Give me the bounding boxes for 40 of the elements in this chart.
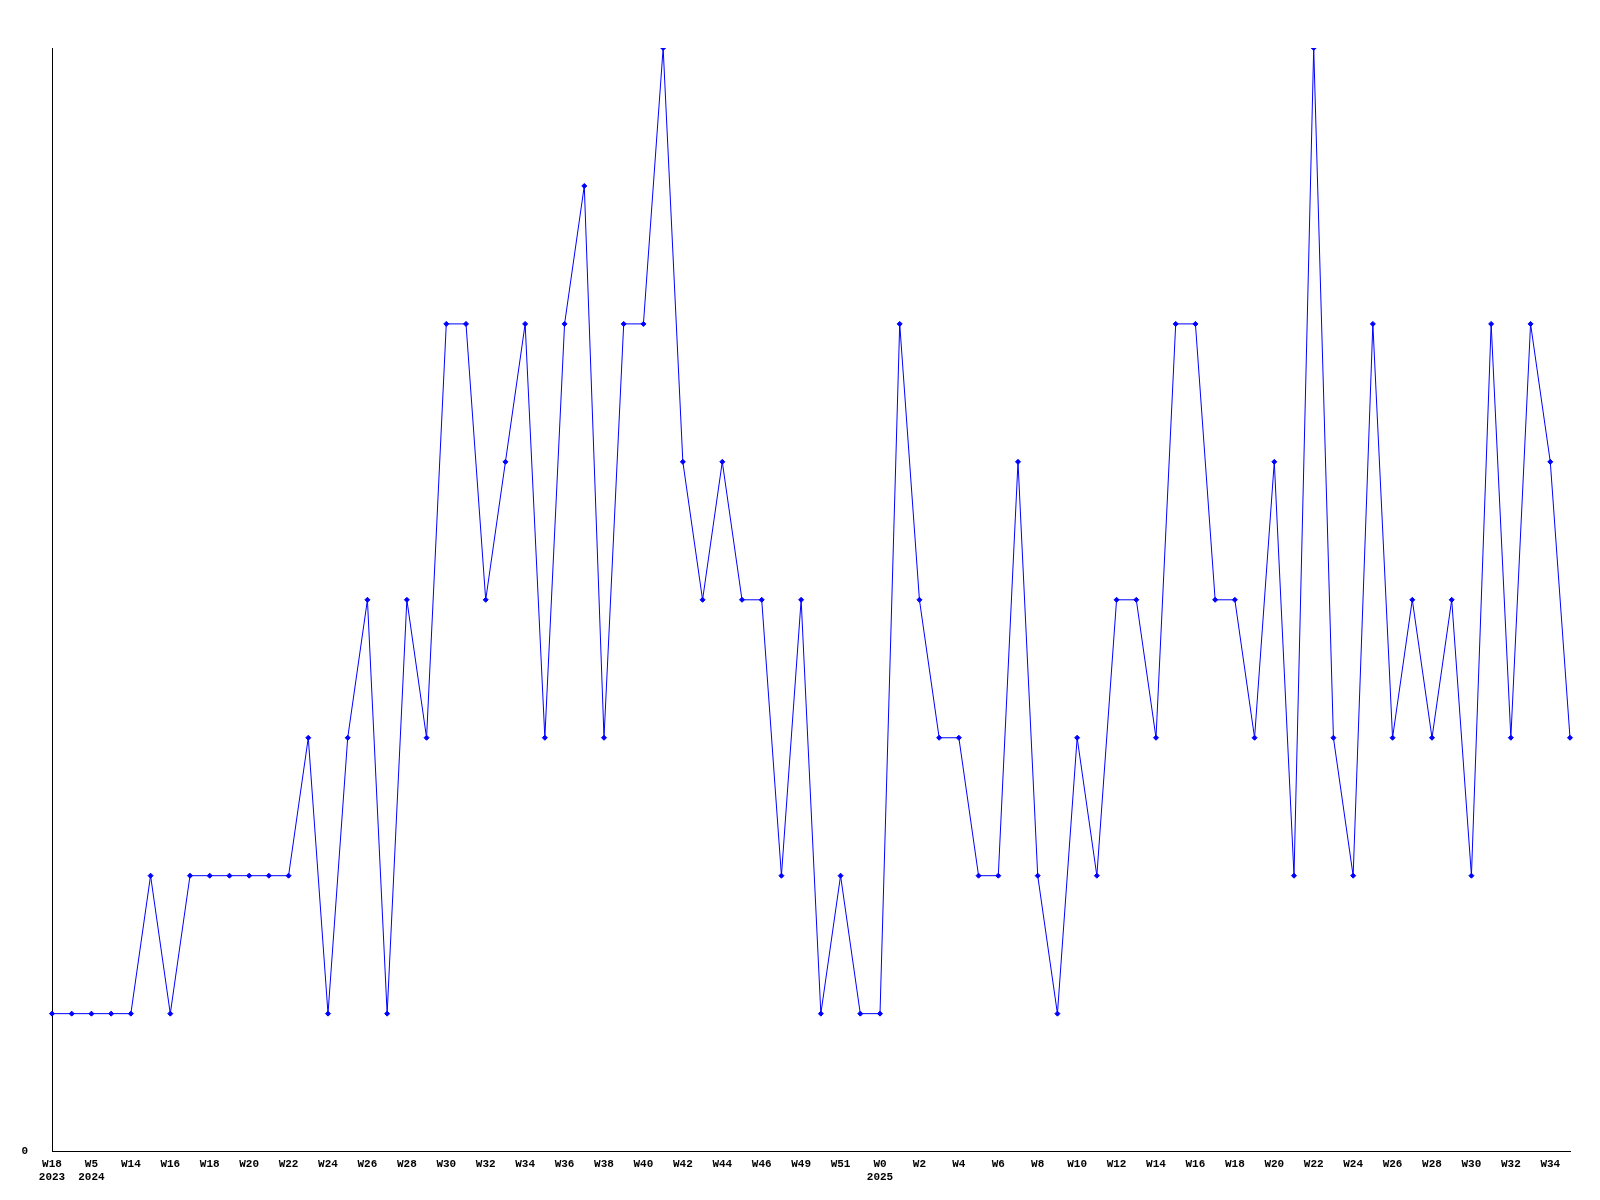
x-tick-label: W22 <box>278 1157 299 1170</box>
x-tick-label: W14 <box>120 1157 142 1170</box>
x-tick-label: W30 <box>436 1157 457 1170</box>
x-tick-label: W34 <box>1540 1157 1561 1170</box>
x-tick-label: W2 <box>912 1157 927 1170</box>
x-tick-label: W12 <box>1106 1157 1127 1170</box>
x-tick-label: W40 <box>633 1157 654 1170</box>
x-tick-label: W18 <box>1224 1157 1246 1170</box>
x-tick-label: W26 <box>357 1157 378 1170</box>
x-tick-label: W28 <box>1422 1157 1443 1170</box>
x-tick-label: W36 <box>554 1157 575 1170</box>
x-tick-label: W0 2025 <box>866 1157 894 1184</box>
x-tick-label: W20 <box>239 1157 260 1170</box>
x-tick-label: W16 <box>1185 1157 1206 1170</box>
x-tick-label: W32 <box>1500 1157 1521 1170</box>
x-tick-label: W10 <box>1067 1157 1088 1170</box>
x-tick-label: W20 <box>1264 1157 1285 1170</box>
x-tick-label: W38 <box>594 1157 615 1170</box>
x-tick-label: W5 2024 <box>78 1157 106 1184</box>
x-tick-label: W28 <box>396 1157 418 1170</box>
x-tick-label: W18 <box>199 1157 221 1170</box>
x-tick-label: W22 <box>1303 1157 1324 1170</box>
x-tick-label: W4 <box>952 1157 966 1170</box>
x-tick-label: W24 <box>318 1157 339 1170</box>
x-tick-label: W18 2023 <box>38 1157 66 1184</box>
x-tick-label: W6 <box>991 1157 1005 1170</box>
x-tick-label: W16 <box>160 1157 181 1170</box>
x-tick-label: W24 <box>1343 1157 1364 1170</box>
x-tick-label: W32 <box>475 1157 496 1170</box>
x-tick-label: W44 <box>712 1157 733 1170</box>
x-tick-label: W42 <box>672 1157 693 1170</box>
x-tick-label: W14 <box>1146 1157 1167 1170</box>
x-tick-label: W34 <box>515 1157 536 1170</box>
x-tick-label: W8 <box>1031 1157 1045 1170</box>
x-tick-label: W46 <box>751 1157 772 1170</box>
x-tick-label: W30 <box>1461 1157 1482 1170</box>
x-tick-label: W51 <box>830 1157 851 1170</box>
text: 0 <box>21 1145 28 1158</box>
x-tick-label: W49 <box>791 1157 812 1170</box>
x-tick-label: W26 <box>1382 1157 1403 1170</box>
